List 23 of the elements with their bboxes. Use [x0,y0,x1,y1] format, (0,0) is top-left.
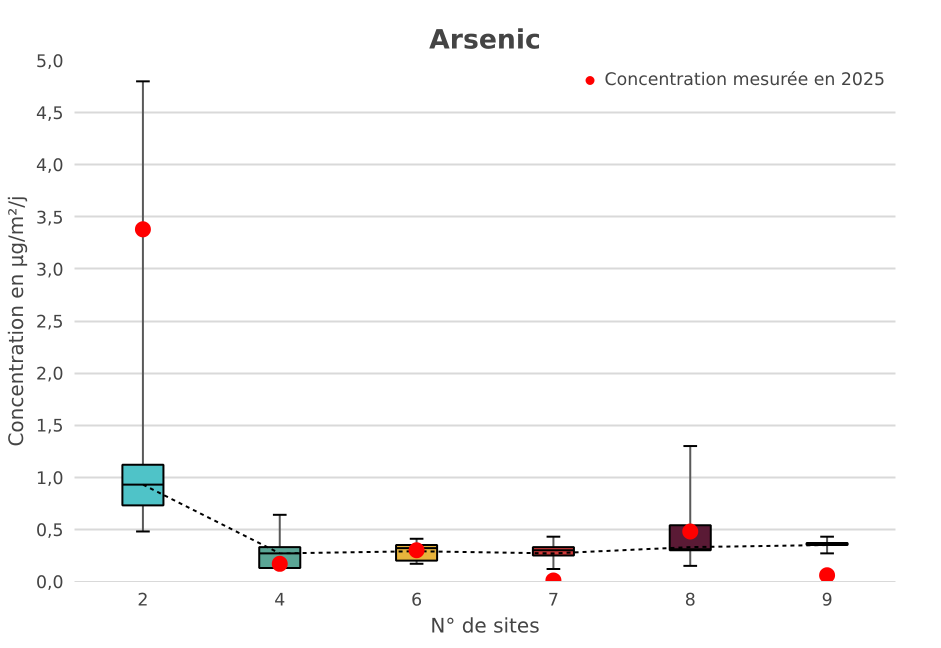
x-tick-label: 9 [822,590,833,610]
x-tick-label: 7 [548,590,559,610]
x-tick-label: 8 [684,590,696,610]
y-tick-label: 1,5 [36,416,64,437]
legend-label: Concentration mesurée en 2025 [604,70,885,90]
x-tick-label: 6 [411,590,422,610]
y-tick-label: 5,0 [36,52,64,72]
y-tick-label: 4,5 [36,104,64,124]
y-tick-label: 3,0 [36,260,64,280]
y-tick-label: 1,0 [36,468,64,489]
y-tick-label: 0,0 [36,573,64,593]
x-axis-title: N° de sites [430,614,540,638]
point [134,221,151,238]
x-tick-label: 4 [274,590,286,610]
y-tick-label: 0,5 [36,520,64,541]
y-tick-label: 3,5 [36,208,64,228]
y-tick-label: 2,5 [36,312,64,332]
y-tick-label: 2,0 [36,364,64,385]
y-axis-title: Concentration en µg/m²/j [4,195,28,447]
point [819,567,836,582]
chart-title: Arsenic [429,24,541,56]
x-tick-label: 2 [137,590,148,610]
y-tick-label: 4,0 [36,156,64,176]
